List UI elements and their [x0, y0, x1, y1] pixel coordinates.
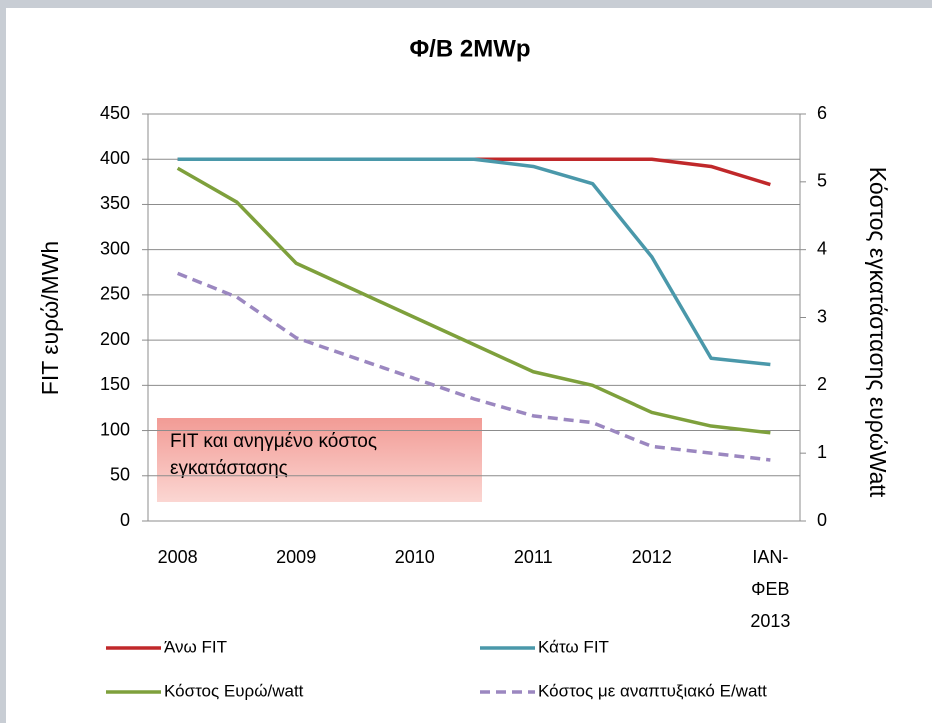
x-tick-label: 2010 [395, 547, 435, 567]
x-tick-label: ΙΑΝ- ΦΕΒ 2013 [750, 547, 790, 631]
series-line [176, 166, 771, 435]
y2-tick-label: 6 [817, 103, 827, 123]
y2-tick-label: 1 [817, 442, 827, 462]
y2-tick-label: 0 [817, 510, 827, 530]
x-tick-label: 2012 [632, 547, 672, 567]
series-line [176, 271, 771, 462]
y-tick-label: 200 [100, 329, 130, 349]
legend-label: Άνω FIT [164, 637, 227, 656]
x-tick-label: 2009 [276, 547, 316, 567]
y-tick-label: 350 [100, 193, 130, 213]
y-tick-label: 400 [100, 148, 130, 168]
y2-tick-label: 5 [817, 171, 827, 191]
y2-axis-title: Κόστος εγκατάστασης ευρώWatt [865, 167, 891, 498]
annotation: FIT και ανηγμένο κόστος εγκατάστασης [170, 431, 378, 479]
series-line [177, 157, 771, 367]
frame-top [0, 0, 932, 8]
y2-tick-label: 3 [817, 306, 827, 326]
y-tick-label: 100 [100, 419, 130, 439]
y2-tick-label: 2 [817, 374, 827, 394]
series-line [177, 157, 771, 187]
x-tick-label: 2011 [514, 547, 553, 567]
y2-tick-label: 4 [817, 238, 827, 258]
y-axis-title: FIT ευρώ/MWh [37, 241, 63, 395]
x-tick-label: 2008 [158, 547, 198, 567]
x-tick-label-line: ΦΕΒ [751, 579, 789, 599]
frame-left [0, 0, 6, 723]
y-tick-label: 450 [100, 103, 130, 123]
y-tick-label: 150 [100, 374, 130, 394]
y-tick-label: 0 [120, 510, 130, 530]
annotation-holder: FIT και ανηγμένο κόστος εγκατάστασης [170, 431, 378, 479]
y-tick-label: 250 [100, 284, 130, 304]
y-tick-label: 300 [100, 238, 130, 258]
annotation-box [157, 418, 482, 502]
legend-label: Κάτω FIT [538, 637, 609, 656]
chart-title: Φ/Β 2MWp [409, 35, 530, 62]
x-tick-label-line: 2013 [750, 611, 790, 631]
legend-label: Κόστος με αναπτυξιακό Ε/watt [538, 681, 767, 700]
x-tick-label-line: ΙΑΝ- [752, 547, 788, 567]
y-tick-label: 50 [110, 465, 130, 485]
legend-label: Κόστος Ευρώ/watt [164, 681, 304, 700]
